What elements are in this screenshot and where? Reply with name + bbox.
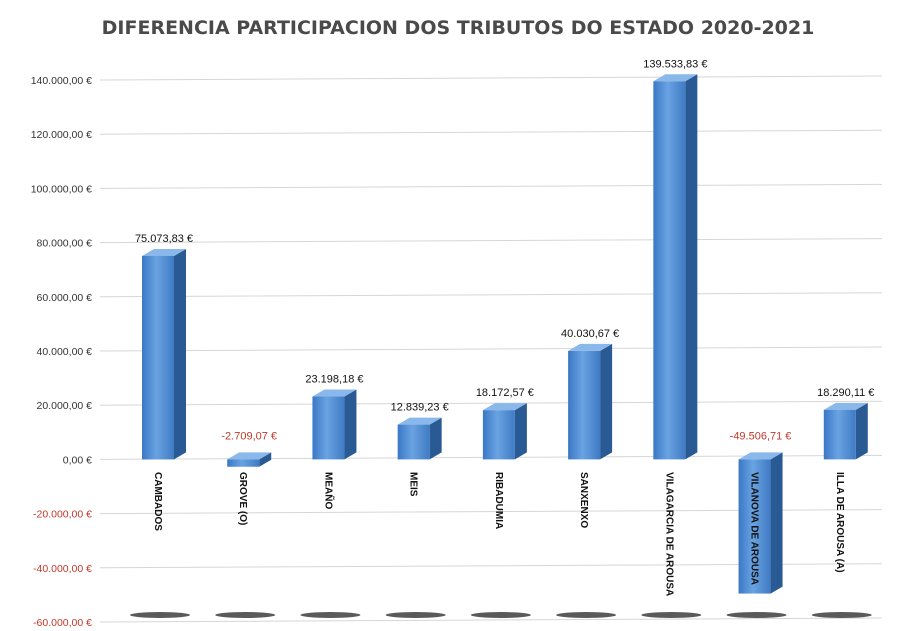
data-label: -2.709,07 € <box>221 430 277 442</box>
gridlines <box>99 75 883 623</box>
y-tick-label: -20.000,00 € <box>33 509 92 521</box>
y-tick-label: -60.000,00 € <box>33 617 92 629</box>
y-tick-label: 100.000,00 € <box>31 183 92 195</box>
data-label: 23.198,18 € <box>305 374 363 386</box>
floor-shadow <box>130 612 190 618</box>
category-label: SANXENXO <box>578 472 589 528</box>
y-axis-ticks: 140.000,00 € 120.000,00 € 100.000,00 € 80.0… <box>31 75 92 629</box>
data-label: 18.172,57 € <box>476 387 534 399</box>
floor-shadow <box>385 612 446 618</box>
chart-title: DIFERENCIA PARTICIPACION DOS TRIBUTOS DO… <box>102 17 815 39</box>
data-label: 12.839,23 € <box>391 402 449 414</box>
gridline <box>99 400 883 406</box>
bar <box>482 403 527 460</box>
category-label: VILAGARCIA DE AROUSA <box>663 472 674 596</box>
gridline <box>99 183 883 189</box>
floor-shadow <box>300 612 361 618</box>
category-label: MEIS <box>408 472 419 497</box>
data-label: -49.506,71 € <box>730 430 792 442</box>
y-tick-label: 120.000,00 € <box>31 129 92 141</box>
y-tick-label: -40.000,00 € <box>33 563 92 575</box>
category-label: MEAÑO <box>322 472 335 509</box>
y-tick-label: 20.000,00 € <box>37 400 93 412</box>
bar <box>653 74 698 460</box>
floor-shadow <box>641 612 702 618</box>
data-label: 75.073,83 € <box>135 233 193 245</box>
bar <box>312 389 357 460</box>
gridline <box>99 346 883 352</box>
category-labels: CAMBADOS GROVE (O) MEAÑO MEIS RIBADUMIA SANXE… <box>152 472 845 596</box>
category-label: VILANOVA DE AROUSA <box>749 472 760 585</box>
category-label: CAMBADOS <box>152 472 163 531</box>
data-label: 40.030,67 € <box>561 328 619 340</box>
y-tick-label: 80.000,00 € <box>37 238 93 250</box>
data-label: 18.290,11 € <box>817 387 874 399</box>
y-tick-label: 0,00 € <box>63 454 92 466</box>
bar <box>568 343 613 460</box>
floor-shadow <box>811 612 872 618</box>
bar <box>823 402 868 460</box>
floor-shadow <box>556 612 617 618</box>
bar <box>397 417 442 460</box>
gridline <box>99 75 883 81</box>
gridline <box>99 129 883 135</box>
data-label: 139.533,83 € <box>643 58 707 70</box>
floor-shadow <box>470 612 531 618</box>
bar <box>142 248 186 460</box>
category-label: GROVE (O) <box>237 472 248 525</box>
y-tick-label: 140.000,00 € <box>31 75 92 87</box>
bar <box>738 452 783 594</box>
floor-shadow <box>215 612 276 618</box>
y-tick-label: 60.000,00 € <box>37 292 93 304</box>
category-label: ILLA DE AROUSA (A) <box>834 472 845 573</box>
bars <box>142 74 868 594</box>
bar <box>227 452 272 467</box>
floor-shadow <box>726 612 787 618</box>
category-label: RIBADUMIA <box>493 472 504 529</box>
gridline <box>99 238 883 244</box>
y-tick-label: 40.000,00 € <box>37 346 93 358</box>
data-labels: 75.073,83 € -2.709,07 € 23.198,18 € 12.839,… <box>135 58 874 442</box>
gridline <box>99 292 883 298</box>
gridline <box>99 617 883 623</box>
